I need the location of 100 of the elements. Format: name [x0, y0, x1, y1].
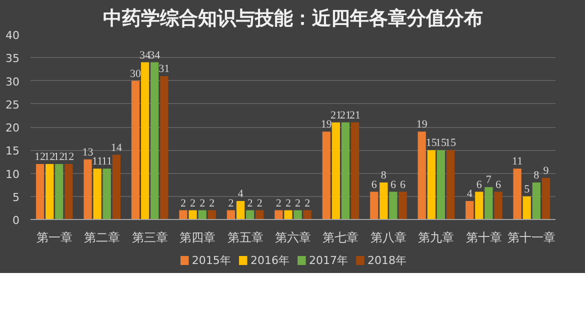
data-label: 19 — [416, 118, 428, 131]
data-label: 2 — [295, 197, 301, 210]
bar — [322, 132, 330, 220]
bar — [389, 192, 398, 220]
data-label: 2 — [228, 197, 234, 210]
bar — [256, 210, 264, 220]
data-label: 13 — [82, 146, 94, 158]
bar — [179, 210, 188, 220]
bar — [303, 210, 312, 220]
data-label: 2 — [276, 197, 282, 210]
bar — [513, 168, 522, 220]
data-label: 19 — [320, 118, 332, 131]
bar — [418, 132, 426, 220]
data-label: 6 — [371, 178, 378, 191]
bar — [370, 192, 378, 220]
y-tick-label: 20 — [6, 122, 20, 134]
data-label: 11 — [102, 156, 112, 168]
bar — [466, 201, 474, 220]
bar — [131, 80, 140, 220]
data-label: 12 — [54, 151, 65, 163]
data-label: 4 — [466, 188, 473, 200]
data-label: 8 — [534, 170, 540, 182]
legend-label: 2016年 — [250, 254, 290, 267]
data-label: 6 — [400, 178, 406, 191]
bar — [341, 122, 350, 220]
bar — [140, 62, 150, 220]
y-tick-label: 40 — [6, 29, 20, 42]
bar — [494, 192, 502, 220]
data-label: 2 — [190, 197, 196, 210]
bar — [198, 210, 206, 220]
bar — [160, 76, 168, 220]
data-label: 2 — [256, 197, 262, 210]
data-label: 15 — [435, 137, 447, 150]
x-tick-label: 第十章 — [466, 230, 502, 244]
bar — [436, 150, 446, 220]
data-label: 2 — [180, 197, 186, 210]
data-label: 12 — [34, 151, 46, 163]
y-tick-label: 30 — [6, 75, 20, 88]
bar — [64, 164, 73, 220]
data-label: 34 — [140, 49, 152, 62]
bar — [93, 168, 102, 220]
bar — [208, 210, 216, 220]
bar — [36, 164, 44, 220]
data-label: 21 — [330, 109, 342, 122]
data-label: 14 — [110, 142, 122, 154]
y-tick-label: 25 — [6, 98, 20, 112]
x-tick-label: 第十一章 — [508, 230, 556, 244]
data-label: 7 — [486, 174, 492, 186]
bar — [475, 192, 484, 220]
bar — [236, 201, 245, 220]
bar — [446, 150, 455, 220]
bar — [46, 164, 54, 220]
data-label: 34 — [149, 49, 161, 62]
y-tick-label: 10 — [6, 168, 20, 181]
data-label: 2 — [209, 197, 215, 210]
bar — [55, 164, 64, 220]
bar — [522, 196, 531, 220]
data-label: 15 — [445, 137, 456, 150]
data-label: 4 — [238, 188, 244, 200]
data-label: 21 — [350, 109, 361, 122]
data-label: 6 — [495, 178, 502, 191]
bar — [112, 154, 120, 220]
data-label: 12 — [63, 151, 74, 163]
x-tick-label: 第二章 — [84, 230, 120, 244]
x-tick-label: 第五章 — [227, 230, 264, 244]
data-label: 2 — [285, 197, 291, 210]
y-tick-label: 15 — [6, 144, 20, 158]
bar — [398, 192, 407, 220]
y-tick-label: 0 — [12, 214, 20, 227]
data-label: 9 — [543, 164, 550, 177]
data-label: 2 — [304, 197, 310, 210]
bar — [274, 210, 283, 220]
bar — [532, 182, 540, 220]
bar — [427, 150, 436, 220]
bar — [188, 210, 197, 220]
bar — [150, 62, 159, 220]
legend-label: 2018年 — [368, 254, 407, 267]
bar — [102, 168, 111, 220]
bar — [246, 210, 254, 220]
bar — [284, 210, 292, 220]
data-label: 6 — [390, 178, 396, 191]
data-label: 6 — [476, 178, 482, 191]
data-label: 31 — [158, 63, 170, 76]
data-label: 2 — [200, 197, 206, 210]
y-tick-label: 5 — [12, 190, 20, 204]
legend-label: 2015年 — [192, 254, 231, 267]
x-tick-label: 第六章 — [275, 230, 311, 244]
bar — [380, 182, 388, 220]
data-label: 15 — [426, 137, 438, 150]
x-tick-label: 第七章 — [322, 230, 359, 244]
bar — [84, 159, 92, 220]
legend-label: 2017年 — [308, 254, 348, 267]
x-tick-label: 第一章 — [36, 230, 72, 244]
data-label: 2 — [247, 197, 253, 210]
bar — [542, 178, 550, 220]
data-label: 8 — [380, 170, 387, 182]
bar — [226, 210, 236, 220]
data-label: 11 — [92, 156, 103, 168]
x-tick-label: 第三章 — [132, 230, 168, 244]
bar — [350, 122, 360, 220]
